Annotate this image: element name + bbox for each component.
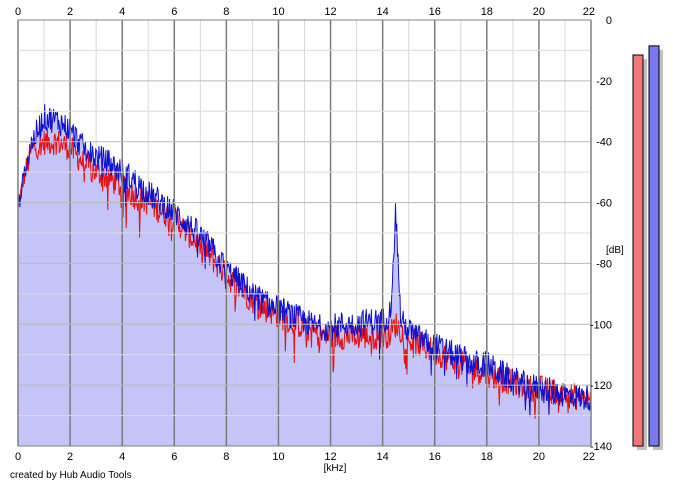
x-tick-label-top: 0 xyxy=(15,6,21,18)
x-tick-label-bottom: 18 xyxy=(481,451,493,463)
x-tick-label-top: 22 xyxy=(583,6,595,18)
x-tick-label-top: 18 xyxy=(481,6,493,18)
x-tick-label-top: 12 xyxy=(324,6,336,18)
x-tick-label-bottom: 20 xyxy=(533,451,545,463)
y-tick-label: -120 xyxy=(590,380,612,392)
level-meter-bar xyxy=(632,54,644,447)
y-tick-label: -140 xyxy=(590,441,612,453)
x-tick-label-top: 10 xyxy=(272,6,284,18)
x-tick-label-top: 6 xyxy=(171,6,177,18)
x-tick-label-top: 8 xyxy=(223,6,229,18)
x-tick-label-bottom: 14 xyxy=(377,451,389,463)
x-tick-label-top: 2 xyxy=(67,6,73,18)
x-tick-labels-bottom: 0 2 4 6 8 10 12 14 16 18 20 22 xyxy=(15,451,595,463)
x-tick-label-top: 4 xyxy=(119,6,125,18)
x-tick-label-bottom: 10 xyxy=(272,451,284,463)
x-tick-label-bottom: 8 xyxy=(223,451,229,463)
plot-frame xyxy=(17,19,592,447)
y-tick-labels: 0 -20 -40 -60 -80 -100 -120 -140 xyxy=(590,15,612,453)
y-tick-label: 0 xyxy=(606,15,612,27)
y-tick-label: -60 xyxy=(596,198,612,210)
x-tick-label-bottom: 6 xyxy=(171,451,177,463)
y-tick-label: -20 xyxy=(596,76,612,88)
y-axis-title: [dB] xyxy=(606,245,624,256)
x-tick-label-bottom: 0 xyxy=(15,451,21,463)
series-blue-line xyxy=(17,104,592,417)
x-tick-labels-top: 0 2 4 6 8 10 12 14 16 18 20 22 xyxy=(15,6,595,18)
x-tick-label-bottom: 16 xyxy=(429,451,441,463)
y-tick-label: -40 xyxy=(596,137,612,149)
level-meter-bar xyxy=(648,45,660,447)
x-tick-label-bottom: 12 xyxy=(324,451,336,463)
y-tick-label: -100 xyxy=(590,319,612,331)
x-tick-label-top: 16 xyxy=(429,6,441,18)
x-axis-title: [kHz] xyxy=(324,463,347,474)
level-meters xyxy=(632,45,663,450)
x-tick-label-bottom: 2 xyxy=(67,451,73,463)
x-tick-label-top: 14 xyxy=(377,6,389,18)
x-tick-label-bottom: 22 xyxy=(583,451,595,463)
x-tick-label-top: 20 xyxy=(533,6,545,18)
credit-text: created by Hub Audio Tools xyxy=(10,470,132,481)
y-tick-label: -80 xyxy=(596,258,612,270)
x-tick-label-bottom: 4 xyxy=(119,451,125,463)
